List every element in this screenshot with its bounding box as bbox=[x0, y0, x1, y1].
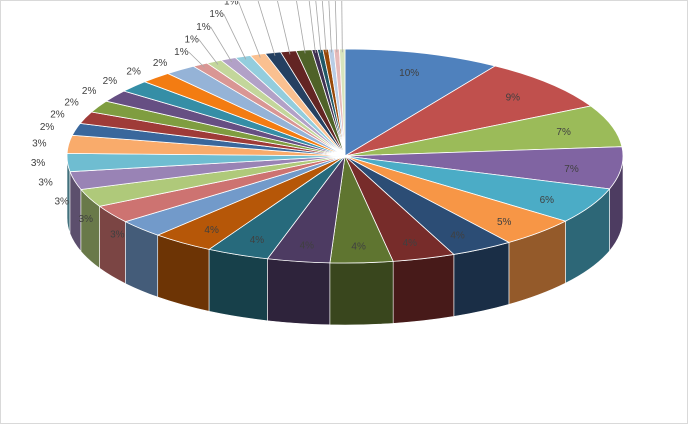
leader-line bbox=[238, 1, 261, 58]
slice-2 bbox=[344, 65, 592, 157]
data-label: 1% bbox=[184, 34, 199, 45]
leader-lines bbox=[188, 1, 343, 68]
data-label: 2% bbox=[64, 98, 79, 109]
leader-line bbox=[308, 1, 316, 53]
data-label: 7% bbox=[556, 127, 571, 138]
leader-line bbox=[223, 14, 247, 60]
slice-side-10 bbox=[267, 258, 331, 326]
slice-1 bbox=[344, 48, 497, 157]
leader-line bbox=[198, 39, 219, 65]
data-label: 2% bbox=[153, 58, 168, 69]
leader-line bbox=[257, 1, 276, 56]
data-label: 1% bbox=[196, 22, 211, 33]
leader-line bbox=[188, 51, 205, 68]
data-label: 2% bbox=[103, 76, 118, 87]
data-label: 3% bbox=[31, 158, 46, 169]
data-label: 2% bbox=[40, 122, 55, 133]
data-label: 3% bbox=[38, 178, 53, 189]
data-label: 3% bbox=[110, 229, 125, 240]
data-label: 4% bbox=[300, 240, 315, 251]
data-label: 7% bbox=[564, 164, 579, 175]
data-label: 4% bbox=[204, 225, 219, 236]
slice-side-11 bbox=[208, 248, 268, 322]
leader-line bbox=[210, 26, 233, 63]
leader-line bbox=[328, 1, 332, 53]
data-label: 10% bbox=[399, 68, 419, 79]
data-label: 2% bbox=[82, 86, 97, 97]
data-label: 4% bbox=[450, 230, 465, 241]
data-label: 4% bbox=[250, 235, 265, 246]
data-label: 2% bbox=[126, 66, 141, 77]
data-label: 1% bbox=[209, 9, 224, 20]
slice-side-9 bbox=[329, 261, 394, 326]
data-label: 5% bbox=[497, 217, 512, 228]
pie-top bbox=[66, 48, 624, 264]
slice-side-7 bbox=[453, 242, 510, 317]
data-label: 1% bbox=[224, 1, 239, 8]
data-label: 2% bbox=[50, 110, 65, 121]
data-label: 3% bbox=[32, 138, 47, 149]
data-label: 9% bbox=[506, 93, 521, 104]
leader-line bbox=[341, 1, 343, 53]
leader-line bbox=[315, 1, 322, 53]
pie-sides bbox=[66, 155, 624, 326]
data-labels: 10%9%7%7%6%5%4%4%4%4%4%4%3%3%3%3%3%3%2%2… bbox=[31, 1, 579, 253]
data-label: 3% bbox=[54, 196, 69, 207]
slice-side-8 bbox=[392, 254, 455, 324]
leader-line bbox=[296, 1, 306, 54]
leader-line bbox=[277, 1, 291, 55]
leader-line bbox=[334, 1, 338, 53]
data-label: 4% bbox=[403, 238, 418, 249]
leader-line bbox=[321, 1, 327, 53]
data-label: 4% bbox=[351, 242, 366, 253]
data-label: 3% bbox=[79, 214, 94, 225]
data-label: 1% bbox=[174, 47, 189, 58]
data-label: 6% bbox=[540, 195, 555, 206]
